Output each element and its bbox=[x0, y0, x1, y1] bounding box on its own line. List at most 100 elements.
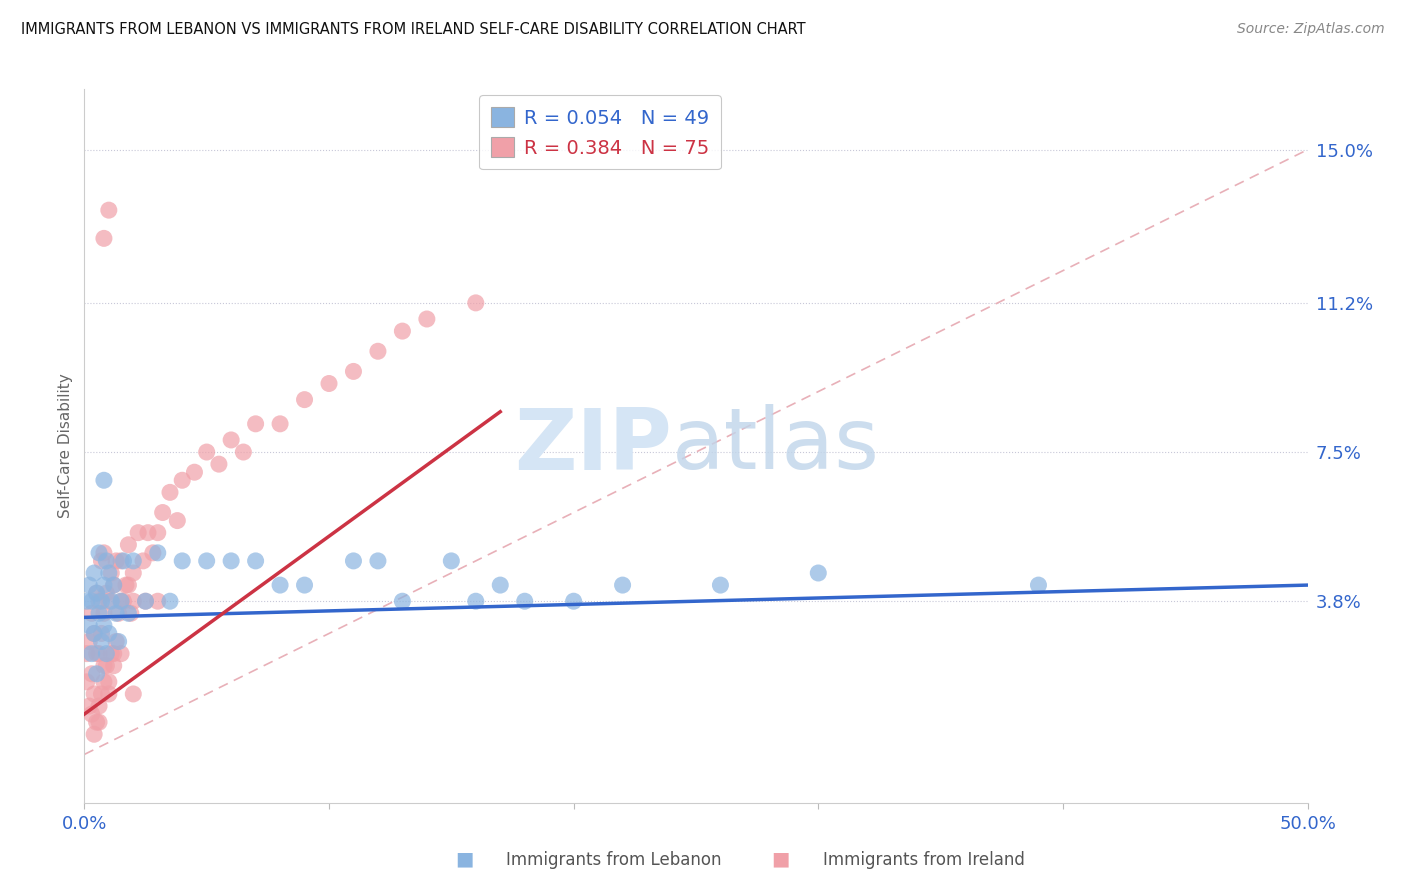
Point bbox=[93, 473, 115, 487]
Point bbox=[489, 578, 512, 592]
Point bbox=[100, 647, 122, 661]
Point bbox=[367, 554, 389, 568]
Point bbox=[77, 618, 100, 632]
Point bbox=[117, 607, 139, 621]
Text: Source: ZipAtlas.com: Source: ZipAtlas.com bbox=[1237, 22, 1385, 37]
Point bbox=[77, 634, 100, 648]
Point bbox=[86, 586, 108, 600]
Point bbox=[76, 647, 98, 661]
Point bbox=[83, 727, 105, 741]
Point bbox=[146, 546, 169, 560]
Point bbox=[342, 364, 364, 378]
Point bbox=[294, 392, 316, 407]
Point bbox=[80, 607, 103, 621]
Point bbox=[269, 417, 291, 431]
Point bbox=[112, 594, 135, 608]
Point bbox=[87, 594, 110, 608]
Point bbox=[83, 626, 105, 640]
Point bbox=[122, 566, 145, 580]
Point bbox=[245, 554, 267, 568]
Point bbox=[90, 626, 112, 640]
Point bbox=[120, 607, 142, 621]
Point bbox=[77, 699, 100, 714]
Point bbox=[96, 586, 118, 600]
Point bbox=[87, 546, 110, 560]
Point bbox=[110, 647, 132, 661]
Point bbox=[97, 566, 120, 580]
Point bbox=[103, 578, 125, 592]
Point bbox=[122, 594, 145, 608]
Point bbox=[86, 715, 108, 730]
Point bbox=[97, 203, 120, 218]
Point bbox=[93, 578, 115, 592]
Point bbox=[97, 626, 120, 640]
Point bbox=[172, 473, 194, 487]
Point bbox=[612, 578, 634, 592]
Legend: R = 0.054   N = 49, R = 0.384   N = 75: R = 0.054 N = 49, R = 0.384 N = 75 bbox=[479, 95, 721, 169]
Point bbox=[112, 554, 135, 568]
Point bbox=[90, 634, 112, 648]
Point bbox=[76, 674, 98, 689]
Point bbox=[269, 578, 291, 592]
Point bbox=[100, 566, 122, 580]
Point bbox=[159, 594, 181, 608]
Point bbox=[103, 647, 125, 661]
Point bbox=[80, 594, 103, 608]
Point bbox=[159, 485, 181, 500]
Point bbox=[219, 433, 242, 447]
Point bbox=[117, 578, 139, 592]
Point bbox=[90, 554, 112, 568]
Point bbox=[105, 634, 128, 648]
Point bbox=[562, 594, 585, 608]
Point bbox=[97, 594, 120, 608]
Point bbox=[135, 594, 157, 608]
Point bbox=[110, 594, 132, 608]
Point bbox=[110, 594, 132, 608]
Text: atlas: atlas bbox=[672, 404, 880, 488]
Point bbox=[87, 715, 110, 730]
Point bbox=[132, 554, 155, 568]
Point bbox=[245, 417, 267, 431]
Point bbox=[208, 457, 231, 471]
Point bbox=[367, 344, 389, 359]
Point bbox=[83, 566, 105, 580]
Point bbox=[709, 578, 731, 592]
Point bbox=[219, 554, 242, 568]
Point bbox=[77, 578, 100, 592]
Y-axis label: Self-Care Disability: Self-Care Disability bbox=[58, 374, 73, 518]
Point bbox=[195, 554, 218, 568]
Point bbox=[96, 658, 118, 673]
Point bbox=[93, 658, 115, 673]
Point bbox=[86, 647, 108, 661]
Point bbox=[183, 465, 205, 479]
Point bbox=[122, 687, 145, 701]
Point bbox=[1028, 578, 1050, 592]
Point bbox=[93, 546, 115, 560]
Point bbox=[342, 554, 364, 568]
Point bbox=[83, 626, 105, 640]
Point bbox=[391, 324, 413, 338]
Point bbox=[464, 594, 486, 608]
Point bbox=[107, 634, 129, 648]
Point bbox=[87, 647, 110, 661]
Point bbox=[122, 554, 145, 568]
Text: Immigrants from Lebanon: Immigrants from Lebanon bbox=[506, 851, 721, 869]
Text: ■: ■ bbox=[454, 850, 474, 869]
Point bbox=[142, 546, 165, 560]
Point bbox=[86, 586, 108, 600]
Point bbox=[80, 647, 103, 661]
Point bbox=[87, 607, 110, 621]
Point bbox=[93, 618, 115, 632]
Point bbox=[318, 376, 340, 391]
Point bbox=[100, 594, 122, 608]
Point bbox=[76, 594, 98, 608]
Text: Immigrants from Ireland: Immigrants from Ireland bbox=[823, 851, 1025, 869]
Point bbox=[103, 658, 125, 673]
Point bbox=[93, 674, 115, 689]
Point bbox=[391, 594, 413, 608]
Point bbox=[294, 578, 316, 592]
Text: ZIP: ZIP bbox=[513, 404, 672, 488]
Point bbox=[83, 687, 105, 701]
Point bbox=[513, 594, 536, 608]
Point bbox=[136, 525, 159, 540]
